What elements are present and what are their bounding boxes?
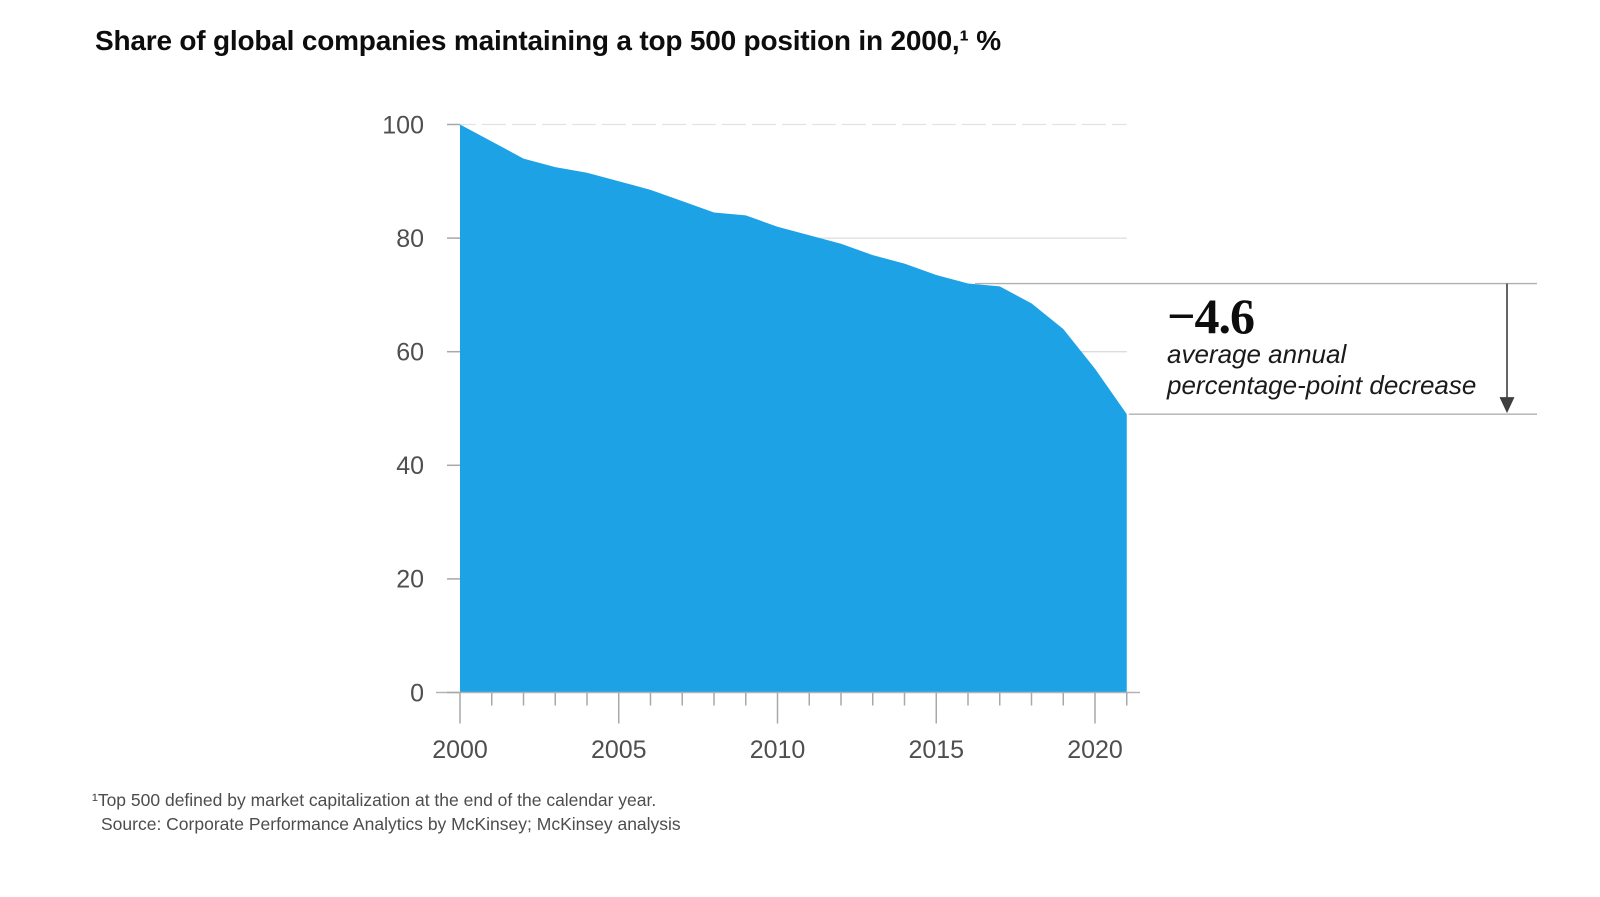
y-tick-label-20: 20 — [396, 566, 424, 594]
footnote-block: ¹Top 500 defined by market capitalizatio… — [92, 788, 681, 836]
x-tick-label-2015: 2015 — [908, 736, 964, 764]
annotation-description-line-2: percentage-point decrease — [1167, 370, 1477, 400]
x-tick-label-2010: 2010 — [750, 736, 806, 764]
annotation-arrowhead-icon — [1499, 397, 1515, 414]
area-series — [460, 124, 1127, 693]
y-tick-label-40: 40 — [396, 452, 424, 480]
y-tick-label-0: 0 — [410, 679, 424, 707]
chart-title: Share of global companies maintaining a … — [95, 25, 1001, 56]
x-tick-label-2005: 2005 — [591, 736, 647, 764]
footnote-definition: ¹Top 500 defined by market capitalizatio… — [92, 790, 657, 810]
annotation-description-line-1: average annual — [1167, 339, 1347, 369]
y-tick-label-60: 60 — [396, 338, 424, 366]
annotation-value: −4.6 — [1167, 288, 1255, 344]
footnote-source: Source: Corporate Performance Analytics … — [101, 814, 681, 834]
x-tick-label-2020: 2020 — [1067, 736, 1123, 764]
annotation-block: −4.6 average annual percentage-point dec… — [1167, 288, 1477, 401]
y-tick-label-100: 100 — [382, 111, 424, 139]
x-tick-label-2000: 2000 — [432, 736, 488, 764]
y-tick-label-80: 80 — [396, 225, 424, 253]
